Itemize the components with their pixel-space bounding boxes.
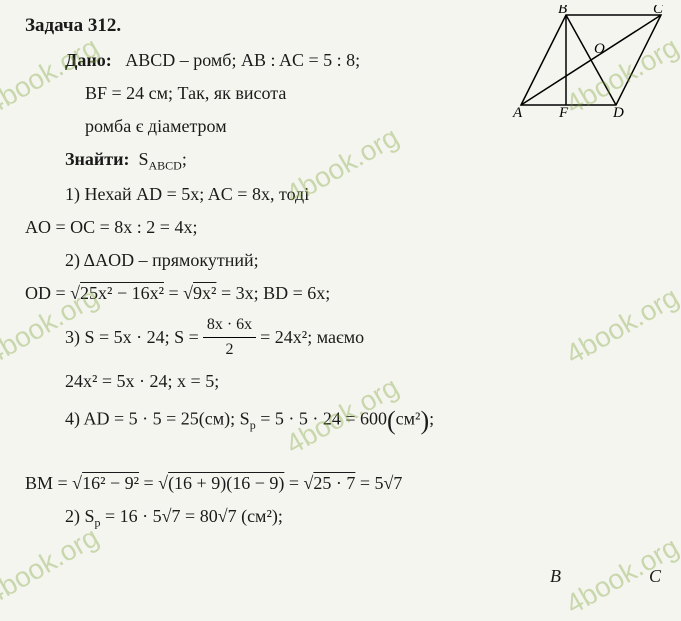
- watermark-7: 4book.org: [0, 521, 104, 611]
- s3-prefix: 3) S = 5x · 24; S =: [65, 324, 199, 351]
- given-line-3: ромба є діаметром: [85, 113, 656, 140]
- s4-b: = 5 · 5 · 24 = 600: [256, 408, 387, 428]
- step-2: 2) ΔAOD – прямокутний;: [65, 247, 656, 274]
- find-expr: S: [138, 149, 148, 169]
- step-1: 1) Нехай AD = 5x; AC = 8x, тоді: [65, 181, 656, 208]
- given-line-1: Дано: ABCD – ромб; AB : AC = 5 : 8;: [65, 47, 656, 74]
- problem-title: Задача 312.: [25, 15, 656, 37]
- od-sqrt2: 9x²: [193, 283, 216, 303]
- s3-end: = 24x²; маємо: [260, 324, 364, 351]
- od-sqrt1: 25x² − 16x²: [80, 283, 164, 303]
- step-1b: AO = OC = 8x : 2 = 4x;: [25, 214, 656, 241]
- find-sub: ABCD: [148, 159, 181, 173]
- bottom-b: B: [550, 566, 561, 587]
- s4-a: 4) AD = 5 · 5 = 25(см); S: [65, 408, 250, 428]
- find-line: Знайти: SABCD;: [65, 146, 656, 175]
- od-prefix: OD =: [25, 283, 70, 303]
- bm-mid2: =: [284, 473, 303, 493]
- bm-mid: =: [139, 473, 158, 493]
- watermark-8: 4book.org: [560, 531, 681, 621]
- given-line-2: BF = 24 см; Так, як висота: [85, 80, 656, 107]
- bm-sqrt2: (16 + 9)(16 − 9): [168, 473, 284, 493]
- sp2-body: = 16 · 5√7 = 80√7 (см²);: [101, 506, 283, 526]
- od-mid: =: [164, 283, 183, 303]
- bottom-c: C: [649, 566, 661, 587]
- bm-line: BM = √16² − 9² = √(16 + 9)(16 − 9) = √25…: [25, 470, 656, 497]
- find-label: Знайти:: [65, 149, 129, 169]
- step-2b: OD = √25x² − 16x² = √9x² = 3x; BD = 6x;: [25, 280, 656, 307]
- step-3: 3) S = 5x · 24; S = 8x · 6x 2 = 24x²; ма…: [65, 313, 656, 362]
- given-label: Дано:: [65, 50, 112, 70]
- s3-num: 8x · 6x: [203, 313, 256, 338]
- bm-sqrt1: 16² − 9²: [82, 473, 139, 493]
- s4-unit: см²: [396, 408, 421, 428]
- bm-end: = 5√7: [355, 473, 402, 493]
- given-text-1: ABCD – ромб; AB : AC = 5 : 8;: [125, 50, 360, 70]
- od-end: = 3x; BD = 6x;: [216, 283, 330, 303]
- bm-sqrt3: 25 · 7: [313, 473, 355, 493]
- bm-prefix: BM =: [25, 473, 72, 493]
- s3-den: 2: [203, 338, 256, 362]
- sp2-prefix: 2) S: [65, 506, 95, 526]
- s3-fraction: 8x · 6x 2: [203, 313, 256, 362]
- sp2-line: 2) Sp = 16 · 5√7 = 80√7 (см²);: [65, 503, 656, 532]
- step-3b: 24x² = 5x · 24; x = 5;: [65, 368, 656, 395]
- step-4: 4) AD = 5 · 5 = 25(см); Sp = 5 · 5 · 24 …: [65, 401, 656, 440]
- page-content: Задача 312. Дано: ABCD – ромб; AB : AC =…: [25, 15, 656, 531]
